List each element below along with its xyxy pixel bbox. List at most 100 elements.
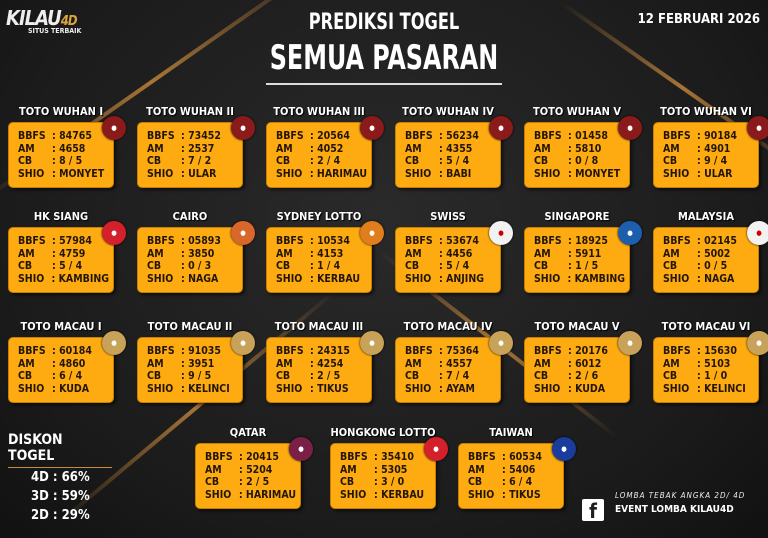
shio-number: ULAR <box>704 167 733 180</box>
am-label: AM <box>276 142 293 155</box>
shio-number: AYAM <box>446 382 475 395</box>
cb-label: CB <box>147 370 162 382</box>
shio-value: : HARIMAU <box>309 167 367 180</box>
shio-label: SHIO <box>147 272 174 285</box>
shio-row: SHIO: KUDA <box>534 383 625 396</box>
cb-number: 2 / 5 <box>246 476 270 488</box>
logo-tagline: SITUS TERBAIK <box>28 27 82 35</box>
bbfs-row: BBFS: 91035 <box>147 345 238 358</box>
market-name: TOTO MACAU I <box>20 320 102 333</box>
am-number: 5002 <box>704 247 731 260</box>
am-label: AM <box>405 357 422 370</box>
bbfs-value: : 18925 <box>568 235 608 247</box>
cb-value: : 1 / 5 <box>568 260 599 272</box>
prediction-box: BBFS: 15630 AM: 5103 CB: 1 / 0 SHIO: KELINC… <box>653 337 759 403</box>
shio-label: SHIO <box>147 382 174 395</box>
cb-row: CB: 8 / 5 <box>18 155 109 168</box>
bbfs-number: 73452 <box>188 130 221 142</box>
bbfs-label: BBFS <box>663 130 691 142</box>
shio-row: SHIO: KAMBING <box>18 273 109 286</box>
am-value: : 5103 <box>697 357 731 370</box>
bbfs-value: : 60534 <box>502 451 542 463</box>
toto-macau-icon: ● <box>360 331 384 355</box>
cb-row: CB: 2 / 4 <box>276 155 367 168</box>
market-card: HONGKONG LOTTO BBFS: 35410 AM: 5305 CB: 3 … <box>330 426 448 509</box>
bbfs-number: 84765 <box>59 130 92 142</box>
am-row: AM: 4355 <box>405 143 496 156</box>
am-value: : 2537 <box>181 142 215 155</box>
toto-wuhan-logo-icon: ● <box>618 116 642 140</box>
am-label: AM <box>340 463 357 476</box>
am-value: : 3850 <box>181 247 215 260</box>
market-name: TOTO WUHAN V <box>532 105 622 118</box>
cb-number: 5 / 4 <box>446 260 470 272</box>
am-row: AM: 4901 <box>663 143 754 156</box>
prediction-box: BBFS: 90184 AM: 4901 CB: 9 / 4 SHIO: ULAR <box>653 122 759 188</box>
bbfs-label: BBFS <box>276 345 304 357</box>
am-row: AM: 4052 <box>276 143 367 156</box>
am-number: 4355 <box>446 142 473 155</box>
cb-row: CB: 1 / 4 <box>276 260 367 273</box>
shio-label: SHIO <box>534 382 561 395</box>
shio-label: SHIO <box>276 272 303 285</box>
bbfs-number: 10534 <box>317 235 350 247</box>
shio-row: SHIO: KERBAU <box>340 489 431 502</box>
cb-number: 9 / 4 <box>704 155 728 167</box>
bbfs-label: BBFS <box>205 451 233 463</box>
am-label: AM <box>147 357 164 370</box>
market-name: HONGKONG LOTTO <box>330 426 436 439</box>
bbfs-row: BBFS: 75364 <box>405 345 496 358</box>
bbfs-row: BBFS: 20176 <box>534 345 625 358</box>
market-card: TOTO MACAU VI BBFS: 15630 AM: 5103 CB: 1 /… <box>653 320 768 403</box>
cb-value: : 7 / 4 <box>439 370 470 382</box>
am-label: AM <box>405 142 422 155</box>
shio-value: : TIKUS <box>502 488 541 501</box>
market-name: TOTO MACAU II <box>147 320 233 333</box>
toto-wuhan-logo-icon: ● <box>102 116 126 140</box>
bbfs-number: 56234 <box>446 130 479 142</box>
shio-row: SHIO: AYAM <box>405 383 496 396</box>
cb-value: : 1 / 0 <box>697 370 728 382</box>
cb-label: CB <box>18 370 33 382</box>
bbfs-row: BBFS: 10534 <box>276 235 367 248</box>
shio-value: : ULAR <box>697 167 733 180</box>
am-label: AM <box>663 247 680 260</box>
shio-label: SHIO <box>405 167 432 180</box>
market-card: TOTO MACAU I BBFS: 60184 AM: 4860 CB: 6 / … <box>8 320 126 403</box>
shio-value: : KAMBING <box>51 272 109 285</box>
bbfs-number: 57984 <box>59 235 92 247</box>
facebook-icon[interactable]: f <box>582 499 604 523</box>
prediction-box: BBFS: 01458 AM: 5810 CB: 0 / 8 SHIO: MONYET <box>524 122 630 188</box>
am-label: AM <box>276 357 293 370</box>
toto-macau-icon: ● <box>489 331 513 355</box>
prediction-box: BBFS: 75364 AM: 4557 CB: 7 / 4 SHIO: AYAM <box>395 337 501 403</box>
bbfs-number: 60184 <box>59 345 92 357</box>
shio-number: KELINCI <box>704 382 746 395</box>
shio-value: : TIKUS <box>310 382 349 395</box>
cb-label: CB <box>147 260 162 272</box>
bbfs-value: : 10534 <box>310 235 350 247</box>
cb-label: CB <box>534 370 549 382</box>
footer-event: EVENT LOMBA KILAU4D <box>615 504 734 515</box>
shio-value: : KELINCI <box>181 382 230 395</box>
cb-row: CB: 2 / 5 <box>205 476 296 489</box>
am-label: AM <box>468 463 485 476</box>
cb-label: CB <box>205 476 220 488</box>
shio-number: KAMBING <box>574 272 625 285</box>
prediction-box: BBFS: 60534 AM: 5406 CB: 6 / 4 SHIO: TIKUS <box>458 443 564 509</box>
cb-number: 1 / 4 <box>317 260 341 272</box>
shio-value: : KERBAU <box>374 488 424 501</box>
market-card: QATAR BBFS: 20415 AM: 5204 CB: 2 / 5 SHIO: … <box>195 426 313 509</box>
market-card: CAIRO BBFS: 05893 AM: 3850 CB: 0 / 3 SHIO: … <box>137 210 255 293</box>
am-value: : 4658 <box>52 142 86 155</box>
am-label: AM <box>147 142 164 155</box>
bbfs-row: BBFS: 20415 <box>205 451 296 464</box>
prediction-box: BBFS: 57984 AM: 4759 CB: 5 / 4 SHIO: KAMBIN… <box>8 227 114 293</box>
bbfs-row: BBFS: 84765 <box>18 130 109 143</box>
cb-value: : 5 / 4 <box>439 260 470 272</box>
shio-number: BABI <box>446 167 472 180</box>
am-value: : 4456 <box>439 247 473 260</box>
cb-value: : 0 / 5 <box>697 260 728 272</box>
cb-label: CB <box>276 260 291 272</box>
shio-label: SHIO <box>534 272 561 285</box>
